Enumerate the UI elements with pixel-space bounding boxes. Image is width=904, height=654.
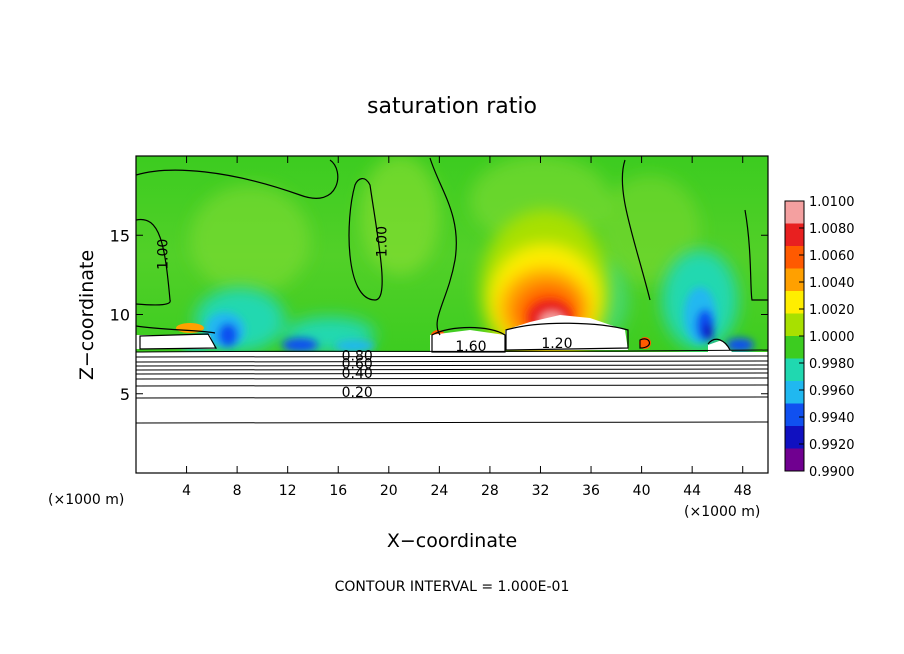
y-tick-label: 15 [110,226,130,245]
x-tick-label: 20 [380,483,398,499]
x-tick-label: 36 [582,483,600,499]
x-axis: 4 8 12 16 20 24 28 32 36 40 44 48 [182,156,752,499]
colorbar-swatch [785,426,804,449]
colorbar-swatch [785,268,804,292]
colorbar-tick-label: 0.9960 [809,384,855,399]
contour-label: 1.60 [455,339,486,355]
contour-label: 0.80 [342,348,373,364]
x-tick-label: 48 [734,483,752,499]
x-tick-label: 12 [279,483,297,499]
colorbar-swatch [785,448,804,472]
cloud-region-mid [430,330,505,352]
x-tick-label: 44 [683,483,701,499]
y-tick-label: 10 [110,306,130,325]
colorbar-swatch [785,246,804,269]
chart-title: saturation ratio [367,94,537,119]
x-tick-label: 16 [329,483,347,499]
contour-label: 1.20 [541,336,572,352]
y-axis-title: Z−coordinate [76,250,98,380]
colorbar-swatch [785,291,804,314]
y-axis: 5 10 15 [110,226,768,404]
colorbar-tick-label: 1.0100 [809,195,855,210]
colorbar-tick-label: 1.0020 [809,303,855,318]
x-tick-label: 24 [430,483,448,499]
contour-label: 0.40 [342,366,373,382]
contour-label: 1.00 [156,239,172,270]
x-tick-label: 28 [481,483,499,499]
x-tick-label: 4 [182,483,191,499]
x-unit-left: (×1000 m) [48,492,124,508]
y-tick-label: 5 [120,385,130,404]
saturation-field: 1.00 1.00 1.60 1.20 0.800.600.40 0.20 [136,156,768,473]
cloud-region-center [505,315,628,350]
x-tick-label: 32 [532,483,550,499]
colorbar-swatch [785,223,804,247]
colorbar-tick-label: 1.0000 [809,330,855,345]
colorbar-swatch [785,381,804,404]
stratification-contours [136,349,768,424]
x-tick-label: 8 [233,483,242,499]
contour-labels: 1.00 1.00 1.60 1.20 0.800.600.40 0.20 [156,226,573,401]
colorbar-tick-label: 0.9980 [809,357,855,372]
colorbar-tick-label: 0.9940 [809,411,855,426]
contour-interval-note: CONTOUR INTERVAL = 1.000E-01 [335,579,570,595]
light-green-regions [190,156,700,295]
colorbar-swatch [785,201,804,224]
colorbar-tick-label: 1.0040 [809,276,855,291]
colorbar-swatch [785,358,804,382]
x-tick-label: 40 [633,483,651,499]
subsaturated-layer [136,352,768,473]
colorbar-tick-label: 0.9900 [809,465,855,480]
x-axis-title: X−coordinate [387,530,517,552]
colorbar-swatch [785,313,804,337]
contour-label: 1.00 [374,226,390,257]
colorbar-tick-label: 1.0060 [809,249,855,264]
cloud-region-left [136,335,215,349]
x-unit-right: (×1000 m) [684,504,760,520]
colorbar-swatch [785,403,804,427]
contour-label: 0.60 [342,356,373,372]
colorbar-tick-label: 1.0080 [809,222,855,237]
colorbar: 1.0100 1.0080 1.0060 1.0040 1.0020 1.0000 0.99… [784,195,855,480]
contour-label: 0.20 [342,385,373,401]
cloud-region-right [708,340,732,352]
contour-lines [136,157,768,353]
colorbar-swatch [785,336,804,359]
colorbar-tick-label: 0.9920 [809,438,855,453]
